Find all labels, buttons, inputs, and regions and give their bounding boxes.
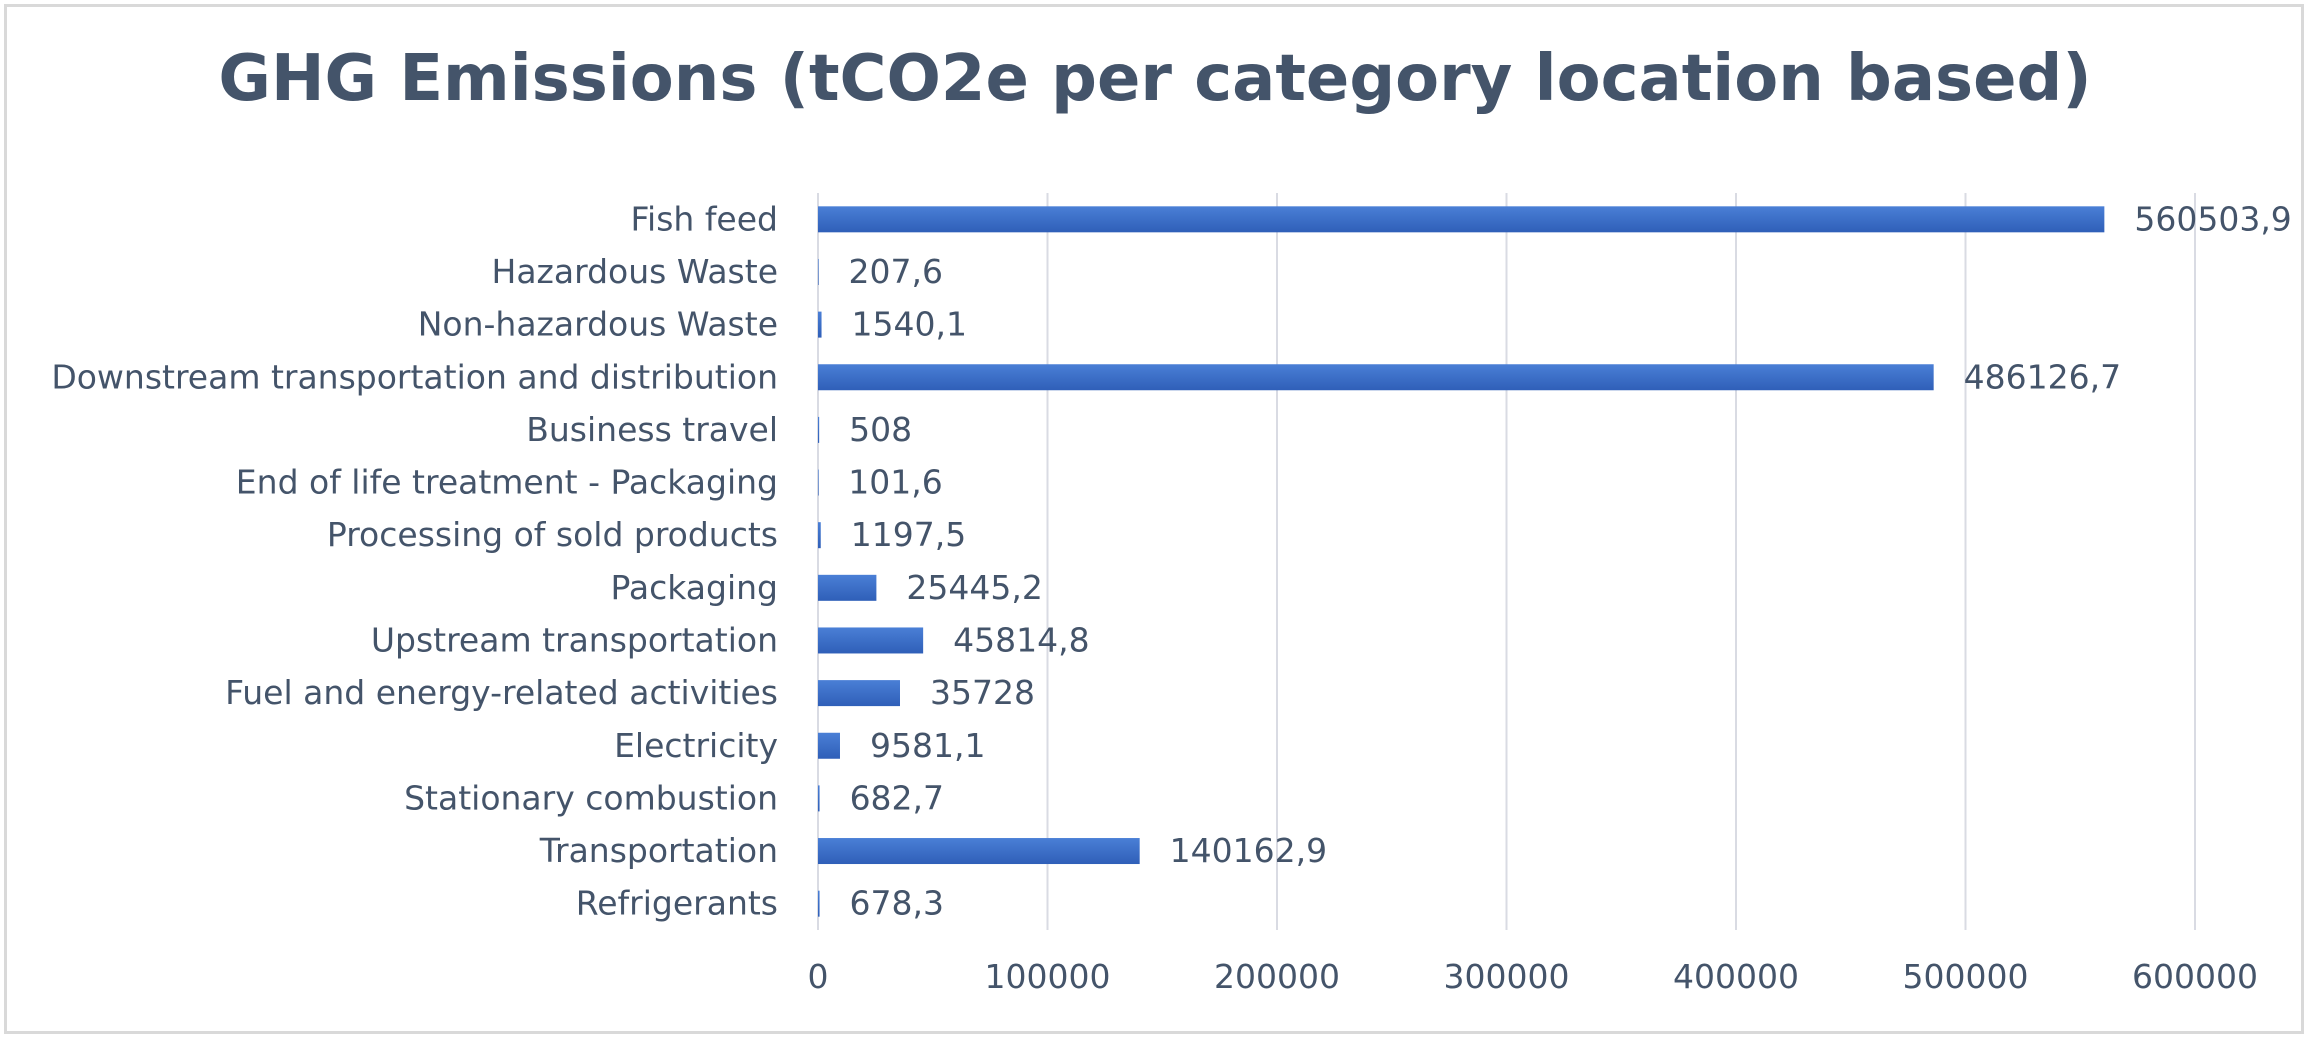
bar: [818, 785, 820, 812]
bars: [818, 206, 2105, 917]
category-label: Business travel: [526, 410, 778, 449]
bar: [818, 680, 900, 707]
value-labels: 560503,9 207,6 1540,1 486126,7 508 101,6 1197,…: [848, 199, 2292, 922]
category-label: Hazardous Waste: [492, 252, 778, 291]
chart-title: GHG Emissions (tCO2e per category locati…: [218, 42, 2092, 116]
category-label: Non-hazardous Waste: [418, 305, 778, 344]
data-label: 486126,7: [1964, 357, 2121, 396]
category-label: Transportation: [539, 831, 778, 870]
bar: [818, 574, 877, 601]
category-label: Packaging: [610, 568, 778, 607]
category-label: Refrigerants: [576, 884, 778, 923]
data-label: 682,7: [850, 778, 944, 817]
category-label: Upstream transportation: [371, 620, 778, 659]
x-tick-label: 0: [808, 957, 829, 996]
chart-frame: [4, 4, 2304, 1034]
x-axis-tick-labels: 0 100000 200000 300000 400000 500000 600000: [808, 957, 2258, 996]
category-label: Fish feed: [630, 199, 778, 238]
data-label: 101,6: [848, 463, 942, 502]
data-label: 140162,9: [1170, 831, 1327, 870]
data-label: 1197,5: [851, 515, 966, 554]
category-label: Stationary combustion: [404, 778, 778, 817]
category-label: Downstream transportation and distributi…: [51, 357, 778, 396]
data-label: 9581,1: [870, 726, 985, 765]
bar: [818, 522, 821, 549]
x-tick-label: 200000: [1214, 957, 1340, 996]
bar: [818, 732, 840, 759]
x-tick-label: 400000: [1673, 957, 1799, 996]
gridlines: [817, 193, 2196, 930]
data-label: 45814,8: [953, 620, 1089, 659]
category-label: Processing of sold products: [327, 515, 778, 554]
bar: [818, 416, 820, 443]
data-label: 1540,1: [852, 305, 967, 344]
category-label: End of life treatment - Packaging: [236, 463, 778, 502]
data-label: 678,3: [850, 884, 944, 923]
x-tick-label: 300000: [1444, 957, 1570, 996]
bar: [818, 311, 822, 338]
data-label: 207,6: [848, 252, 942, 291]
bar: [818, 627, 924, 654]
bar: [818, 206, 2105, 233]
data-label: 508: [849, 410, 912, 449]
bar: [818, 469, 819, 496]
x-tick-label: 600000: [2132, 957, 2258, 996]
category-label: Fuel and energy-related activities: [225, 673, 778, 712]
data-label: 35728: [930, 673, 1035, 712]
bar: [818, 890, 820, 917]
data-label: 25445,2: [906, 568, 1042, 607]
bar: [818, 258, 819, 285]
x-tick-label: 500000: [1903, 957, 2029, 996]
bar: [818, 838, 1140, 865]
data-label: 560503,9: [2134, 199, 2291, 238]
x-tick-label: 100000: [985, 957, 1111, 996]
bar: [818, 364, 1934, 391]
category-label: Electricity: [614, 726, 778, 765]
category-labels: Fish feed Hazardous Waste Non-hazardous Wa…: [51, 199, 778, 922]
